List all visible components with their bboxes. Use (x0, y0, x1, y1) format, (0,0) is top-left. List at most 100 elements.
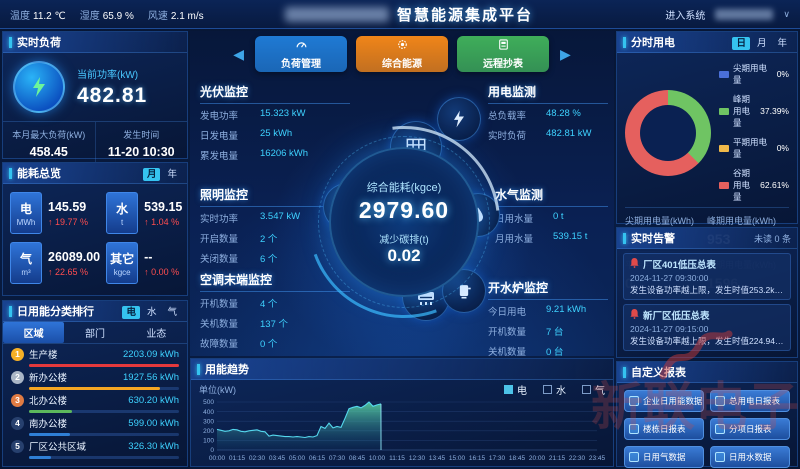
alarm-title-text: 厂区401低压总表 (643, 260, 716, 271)
panel-energy-trend: 用能趋势 单位(kW) 电 水 气 0 100 200 300 400 500 00:00 01:… (190, 358, 614, 467)
ranking-type-tabs: 电水气 (119, 302, 181, 320)
block-title: 开水炉监控 (488, 279, 608, 300)
report-button-label: 企业日用能数据 (643, 396, 703, 406)
alarm-item-0[interactable]: 厂区401低压总表 2024-11-27 09:30:00 发生设备功率越上限，发生… (623, 253, 791, 300)
report-button-0[interactable]: 企业日用能数据 (624, 390, 704, 412)
legend-label: 平期用电量 (733, 137, 768, 159)
svg-text:100: 100 (203, 438, 214, 445)
nav-left-arrow-icon[interactable]: ◀ (233, 45, 244, 62)
svg-text:07:30: 07:30 (329, 455, 346, 462)
report-button-3[interactable]: 分项日报表 (710, 418, 790, 440)
svg-text:21:15: 21:15 (549, 455, 566, 462)
carbon-label: 减少碳排(t) (379, 234, 429, 246)
ranking-type-tab-2[interactable]: 气 (167, 307, 177, 318)
report-button-4[interactable]: 日用气数据 (624, 446, 704, 468)
tou-tab-0[interactable]: 日 (732, 37, 750, 50)
electricity-icon (437, 97, 481, 141)
rank-bar-track (29, 409, 179, 413)
tou-tab-1[interactable]: 月 (756, 38, 767, 49)
stat-label: 故障数量 (200, 339, 239, 350)
ranking-dim-tab-0[interactable]: 区域 (3, 322, 65, 343)
legend-checkbox[interactable] (582, 385, 591, 394)
weather-value: 65.9 % (102, 10, 134, 22)
energy-type-name: 电 (19, 201, 32, 216)
nav-button-label: 负荷管理 (281, 59, 321, 70)
stat-label: 今日用电 (488, 307, 527, 318)
ranking-dim-tab-2[interactable]: 业态 (146, 329, 167, 340)
enter-system-link[interactable]: 进入系统 (665, 11, 706, 22)
report-button-1[interactable]: 总用电日报表 (710, 390, 790, 412)
svg-text:00:00: 00:00 (209, 455, 226, 462)
nav-button-label: 远程抄表 (483, 59, 523, 70)
carbon-value: 0.02 (387, 245, 421, 265)
energy-type-name: 气 (19, 251, 32, 266)
rank-name: 南办公楼 (29, 419, 68, 430)
legend-checkbox[interactable] (504, 385, 513, 394)
trend-legend-item-2[interactable]: 气 (582, 382, 605, 397)
legend-checkbox[interactable] (543, 385, 552, 394)
stat-value: 0 t (553, 211, 564, 222)
brand: 智慧能源集成平台 (285, 0, 533, 29)
stat-label: 开机数量 (200, 299, 239, 310)
weather-stat: 风速 2.1 m/s (148, 7, 204, 22)
overview-tab-1[interactable]: 年 (167, 169, 177, 180)
lightning-badge-icon (13, 61, 65, 113)
legend-swatch (719, 181, 729, 189)
report-button-label: 楼栋日报表 (643, 424, 686, 434)
total-energy-value: 2979.60 (358, 196, 450, 223)
weather-value: 11.2 ℃ (33, 10, 66, 22)
stat-row: 故障数量 0 个 (200, 336, 350, 350)
rank-badge: 3 (11, 393, 24, 407)
ranking-list: 1 生产楼 2203.09 kWh 2 新办公楼 1927.56 kWh 3 北办公楼 630.… (3, 344, 187, 459)
nav-button-2[interactable]: 远程抄表 (457, 36, 549, 72)
rank-bar-fill (29, 363, 179, 367)
ranking-type-tab-1[interactable]: 水 (146, 307, 157, 318)
user-name[interactable] (715, 9, 774, 20)
total-energy-label: 综合能耗(kgce) (366, 181, 442, 194)
weather-label: 温度 (10, 10, 30, 22)
lighting-monitor-block: 照明监控 实时功率 3.547 kW 开启数量 2 个关闭数量 6 个 (200, 186, 350, 271)
tou-legend: 尖期用电量 0% 峰期用电量 37.39% 平期用电量 0% 谷期用电量 62.61% (719, 62, 789, 203)
ranking-dim-tab-1[interactable]: 部门 (84, 329, 105, 340)
core-kpi-circle: 综合能耗(kgce) 2979.60 减少碳排(t) 0.02 (329, 147, 479, 297)
stat-label: 累发电量 (200, 151, 239, 162)
month-max-label: 本月最大负荷(kW) (12, 130, 86, 140)
ranking-type-tab-0[interactable]: 电 (122, 306, 140, 319)
svg-text:11:15: 11:15 (389, 455, 405, 462)
nav-right-arrow-icon[interactable]: ▶ (560, 45, 571, 62)
energy-tile-values: 539.15 ↑ 1.04 % (144, 200, 182, 227)
ranking-row: 3 北办公楼 630.20 kWh (11, 393, 179, 413)
module-nav: ◀ 负荷管理 综合能源 远程抄表 ▶ (190, 36, 614, 72)
stat-label: 关机数量 (200, 319, 239, 330)
up-arrow-icon: ↑ (48, 266, 53, 277)
legend-label: 谷期用电量 (733, 168, 751, 202)
nav-button-0[interactable]: 负荷管理 (255, 36, 347, 72)
report-button-2[interactable]: 楼栋日报表 (624, 418, 704, 440)
alarm-description: 发生设备功率越上限，发生时值253.2kW，... (630, 285, 784, 295)
occur-time-label: 发生时间 (123, 130, 160, 140)
stat-value: 25 kWh (260, 128, 293, 139)
rank-bar-fill (29, 409, 72, 413)
rank-badge: 2 (11, 370, 24, 384)
energy-value: 539.15 (144, 199, 183, 214)
panel-title: 分时用电 (631, 37, 675, 49)
water-gas-monitor-block: 水气监测 日用水量 0 t 月用水量 539.15 t (495, 186, 608, 251)
energy-type-name: 水 (116, 201, 129, 216)
nav-button-1[interactable]: 综合能源 (356, 36, 448, 72)
ranking-dimension-tabs: 区域 部门 业态 (3, 322, 187, 344)
svg-text:10:00: 10:00 (369, 455, 386, 462)
chevron-down-icon[interactable]: ∨ (783, 9, 790, 19)
alarm-item-1[interactable]: 新厂区低压总表 2024-11-27 09:15:00 发生设备功率越上限，发生时值… (623, 304, 791, 351)
alarm-title: 厂区401低压总表 (630, 257, 784, 271)
legend-label: 电 (517, 386, 527, 397)
overview-tab-0[interactable]: 月 (142, 168, 161, 181)
tou-tab-2[interactable]: 年 (777, 38, 787, 49)
company-logo (285, 7, 389, 22)
stat-value: 4 个 (260, 299, 278, 310)
trend-legend-item-1[interactable]: 水 (543, 382, 566, 397)
trend-legend-item-0[interactable]: 电 (504, 382, 527, 397)
legend-label: 气 (595, 386, 605, 397)
report-button-5[interactable]: 日用水数据 (710, 446, 790, 468)
